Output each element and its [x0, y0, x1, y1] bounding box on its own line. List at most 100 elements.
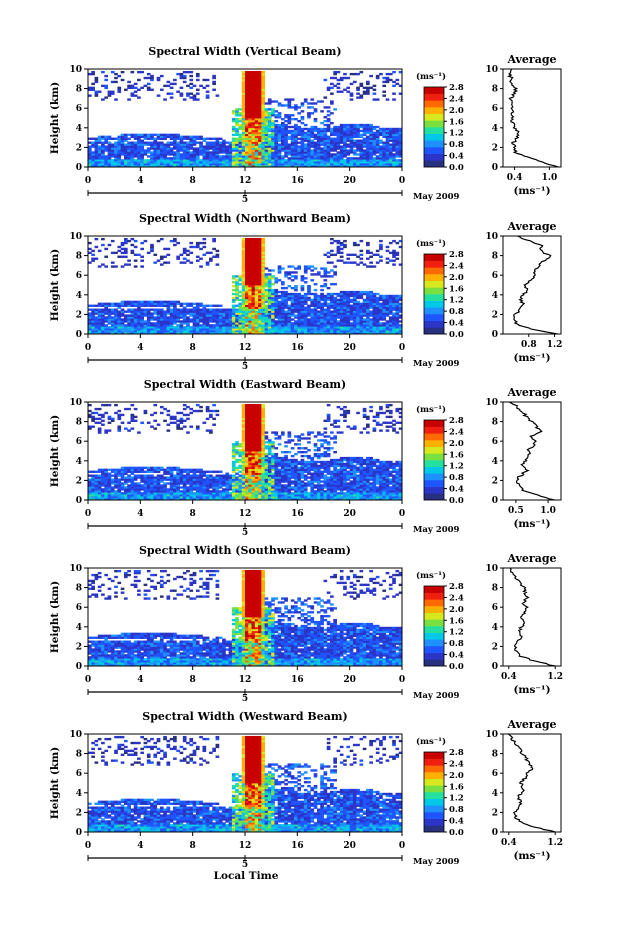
- heatmap-cell: [107, 488, 112, 491]
- heatmap-cell: [235, 110, 239, 113]
- heatmap-cell: [176, 149, 180, 152]
- heatmap-cell: [303, 153, 308, 156]
- heatmap-cell: [382, 155, 387, 158]
- heatmap-cell: [349, 149, 354, 152]
- heatmap-cell: [251, 76, 256, 80]
- heatmap-cell: [107, 165, 112, 168]
- heatmap-cell: [336, 247, 341, 251]
- heatmap-cell: [140, 86, 144, 89]
- heatmap-cell: [369, 127, 373, 131]
- heatmap-cell: [300, 157, 305, 160]
- heatmap-cell: [245, 243, 249, 247]
- heatmap-cell: [241, 265, 246, 268]
- heatmap-cell: [225, 149, 230, 152]
- heatmap-cell: [143, 300, 148, 304]
- heatmap-cell: [349, 314, 354, 317]
- heatmap-cell: [326, 155, 331, 158]
- heatmap-cell: [91, 330, 95, 333]
- heatmap-cell: [310, 129, 315, 133]
- heatmap-cell: [261, 308, 266, 311]
- heatmap-cell: [326, 147, 331, 150]
- heatmap-cell: [245, 82, 249, 86]
- heatmap-cell: [379, 127, 383, 131]
- heatmap-cell: [192, 326, 197, 329]
- heatmap-cell: [297, 306, 301, 309]
- heatmap-cell: [336, 155, 341, 158]
- heatmap-cell: [258, 72, 262, 76]
- heatmap-cell: [395, 302, 400, 305]
- heatmap-cell: [195, 243, 200, 247]
- heatmap-cell: [346, 129, 351, 133]
- heatmap-cell: [215, 143, 220, 146]
- heatmap-cell: [97, 304, 102, 307]
- heatmap-cell: [379, 294, 383, 298]
- heatmap-cell: [189, 143, 194, 146]
- heatmap-cell: [258, 159, 262, 162]
- heatmap-cell: [94, 163, 99, 166]
- heatmap-cell: [241, 106, 246, 109]
- heatmap-cell: [245, 135, 249, 138]
- heatmap-cell: [248, 281, 252, 284]
- heatmap-cell: [123, 468, 128, 471]
- heatmap-cell: [156, 135, 161, 138]
- heatmap-cell: [238, 316, 243, 319]
- heatmap-cell: [290, 312, 295, 315]
- heatmap-cell: [336, 249, 341, 253]
- heatmap-cell: [146, 474, 151, 477]
- heatmap-cell: [297, 153, 301, 156]
- heatmap-cell: [287, 310, 292, 313]
- heatmap-cell: [146, 466, 151, 470]
- heatmap-cell: [366, 129, 370, 133]
- heatmap-cell: [277, 139, 282, 142]
- heatmap-cell: [88, 425, 92, 428]
- heatmap-cell: [238, 312, 243, 315]
- heatmap-cell: [107, 161, 112, 164]
- heatmap-cell: [117, 137, 122, 140]
- average-y-tick-label: 2: [492, 143, 498, 153]
- heatmap-cell: [343, 302, 347, 305]
- heatmap-cell: [209, 155, 213, 158]
- heatmap-cell: [225, 165, 230, 168]
- heatmap-cell: [330, 92, 334, 95]
- heatmap-cell: [91, 165, 95, 168]
- heatmap-cell: [205, 314, 210, 317]
- heatmap-cell: [290, 275, 295, 278]
- heatmap-cell: [169, 302, 174, 305]
- heatmap-cell: [330, 102, 334, 105]
- heatmap-cell: [91, 318, 95, 321]
- heatmap-cell: [231, 281, 236, 284]
- heatmap-cell: [225, 308, 230, 311]
- heatmap-cell: [313, 163, 318, 166]
- heatmap-cell: [218, 312, 223, 315]
- heatmap-cell: [277, 159, 282, 162]
- heatmap-cell: [143, 486, 148, 489]
- heatmap-cell: [120, 300, 125, 304]
- heatmap-cell: [228, 161, 233, 164]
- heatmap-cell: [300, 137, 305, 140]
- heatmap-cell: [209, 165, 213, 168]
- heatmap-cell: [228, 155, 233, 158]
- heatmap-cell: [359, 82, 364, 86]
- heatmap-cell: [166, 157, 171, 160]
- heatmap-cell: [231, 306, 236, 309]
- heatmap-cell: [277, 300, 282, 304]
- heatmap-cell: [156, 302, 161, 305]
- heatmap-cell: [271, 316, 275, 319]
- heatmap-cell: [300, 133, 305, 137]
- heatmap-cell: [127, 98, 131, 101]
- heatmap-cell: [238, 326, 243, 329]
- heatmap-cell: [205, 332, 210, 335]
- heatmap-cell: [146, 332, 151, 335]
- heatmap-cell: [186, 310, 190, 313]
- heatmap-cell: [372, 302, 377, 305]
- heatmap-cell: [127, 163, 131, 166]
- heatmap-cell: [91, 70, 95, 74]
- heatmap-cell: [313, 310, 318, 313]
- heatmap-cell: [290, 330, 295, 333]
- heatmap-cell: [398, 139, 403, 142]
- heatmap-cell: [130, 480, 135, 483]
- heatmap-cell: [333, 125, 337, 129]
- heatmap-cell: [280, 306, 285, 309]
- heatmap-cell: [356, 145, 360, 148]
- heatmap-cell: [205, 304, 210, 307]
